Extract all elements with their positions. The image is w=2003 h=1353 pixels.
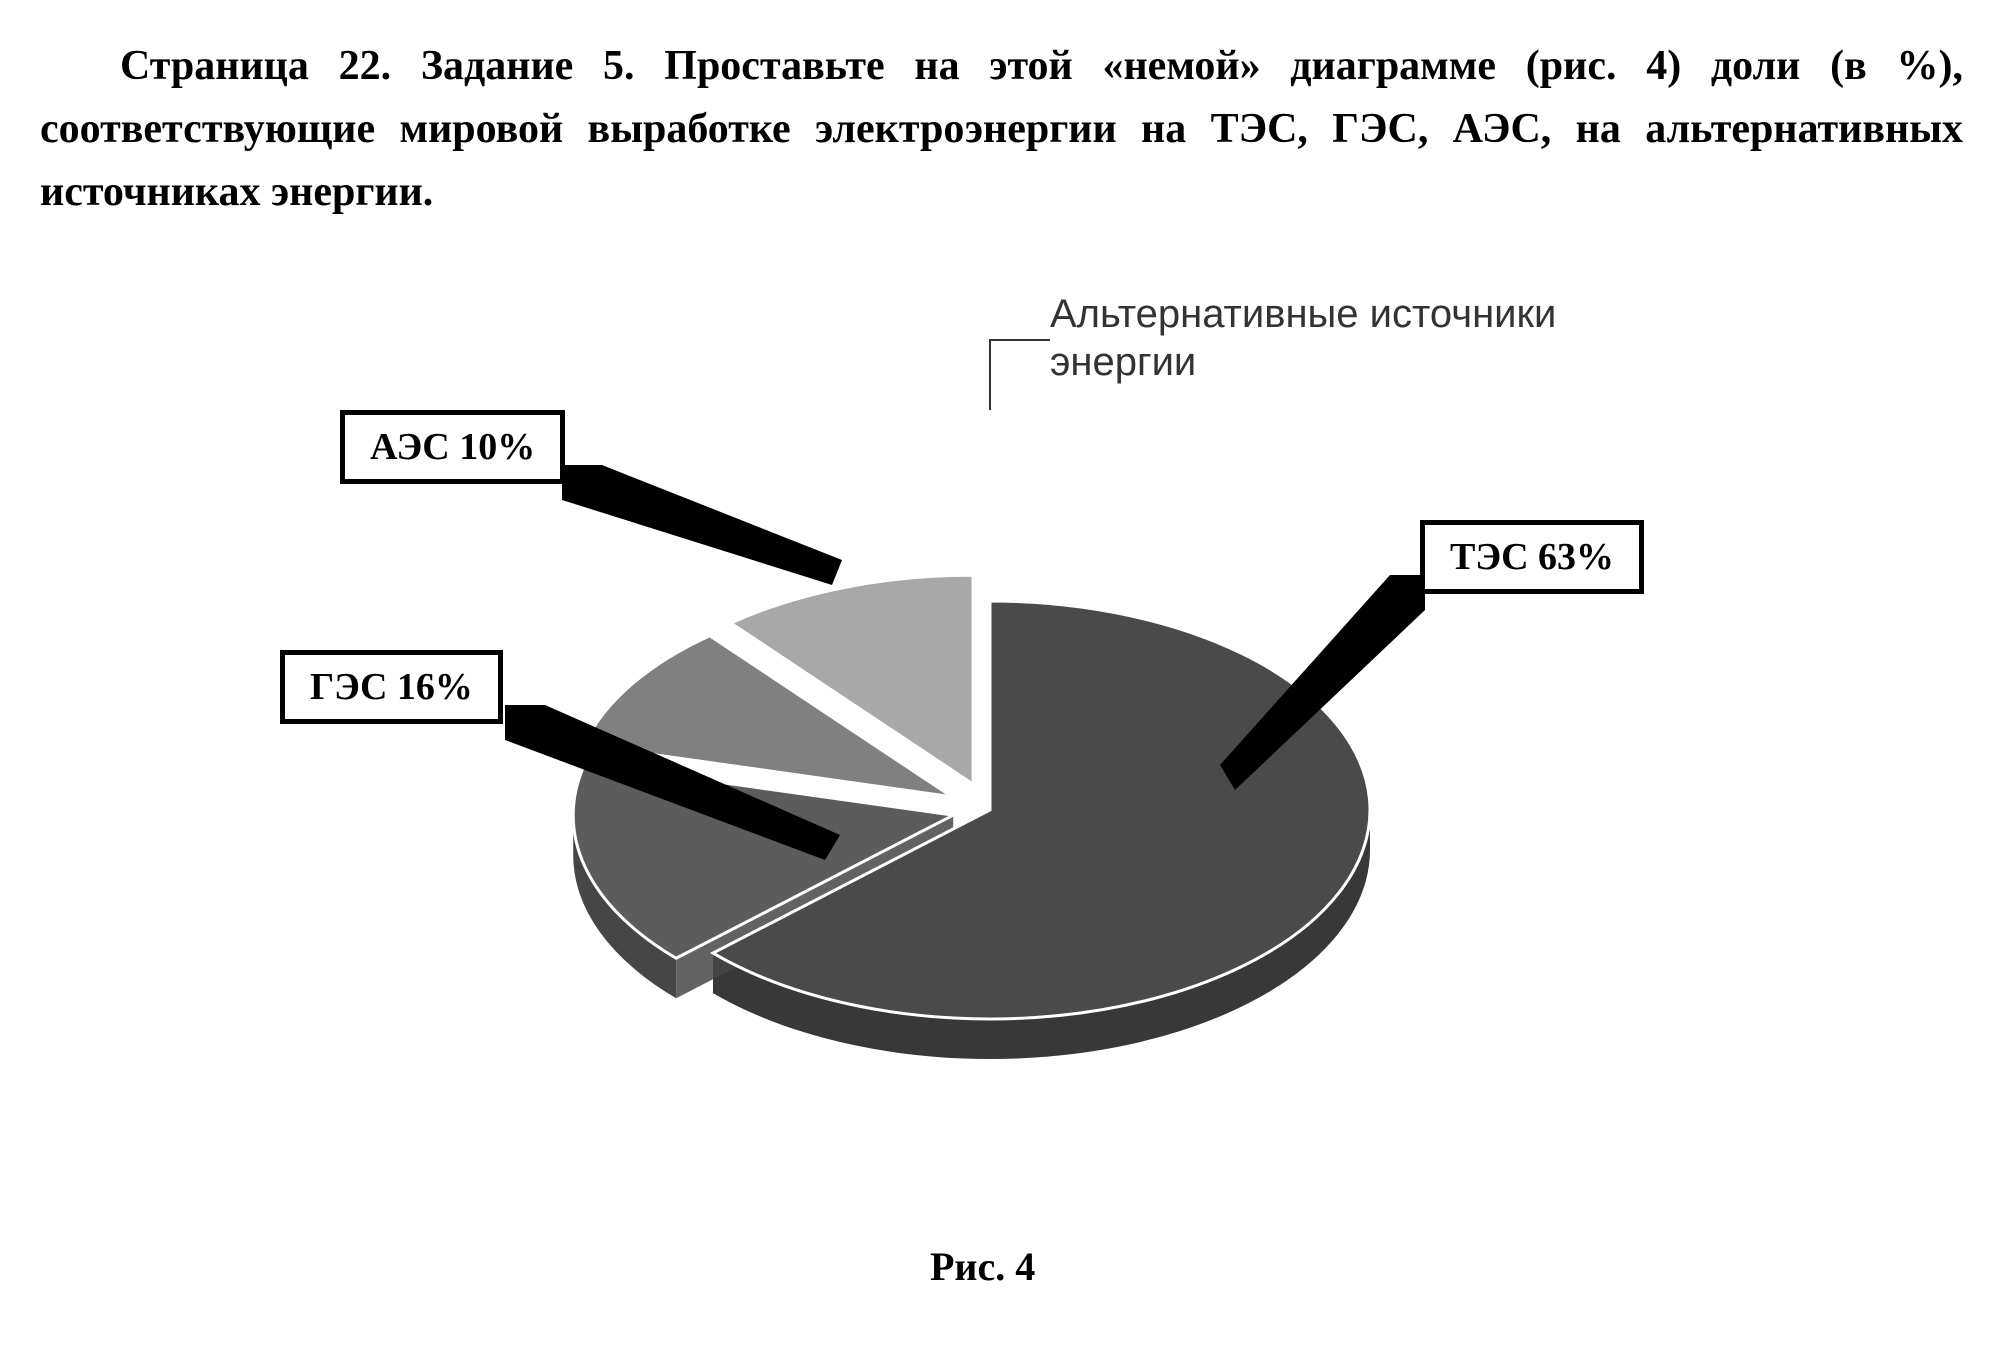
callout-hydro-arrow	[505, 705, 845, 885]
callout-thermal: ТЭС 63%	[1420, 520, 1644, 594]
callout-hydro-label: ГЭС 16%	[310, 666, 473, 708]
callout-nuclear-arrow	[562, 465, 842, 665]
callout-hydro: ГЭС 16%	[280, 650, 503, 724]
alt-label-leader	[970, 330, 1150, 420]
callout-thermal-label: ТЭС 63%	[1450, 536, 1614, 578]
question-title: Страница 22. Задание 5. Проставьте на эт…	[40, 35, 1963, 224]
pie-chart: Альтернативные источники энергии АЭС 10%…	[350, 300, 1650, 1300]
callout-thermal-arrow	[1220, 575, 1440, 795]
figure-label: Рис. 4	[930, 1243, 1035, 1290]
callout-nuclear: АЭС 10%	[340, 410, 565, 484]
callout-nuclear-label: АЭС 10%	[370, 426, 535, 468]
